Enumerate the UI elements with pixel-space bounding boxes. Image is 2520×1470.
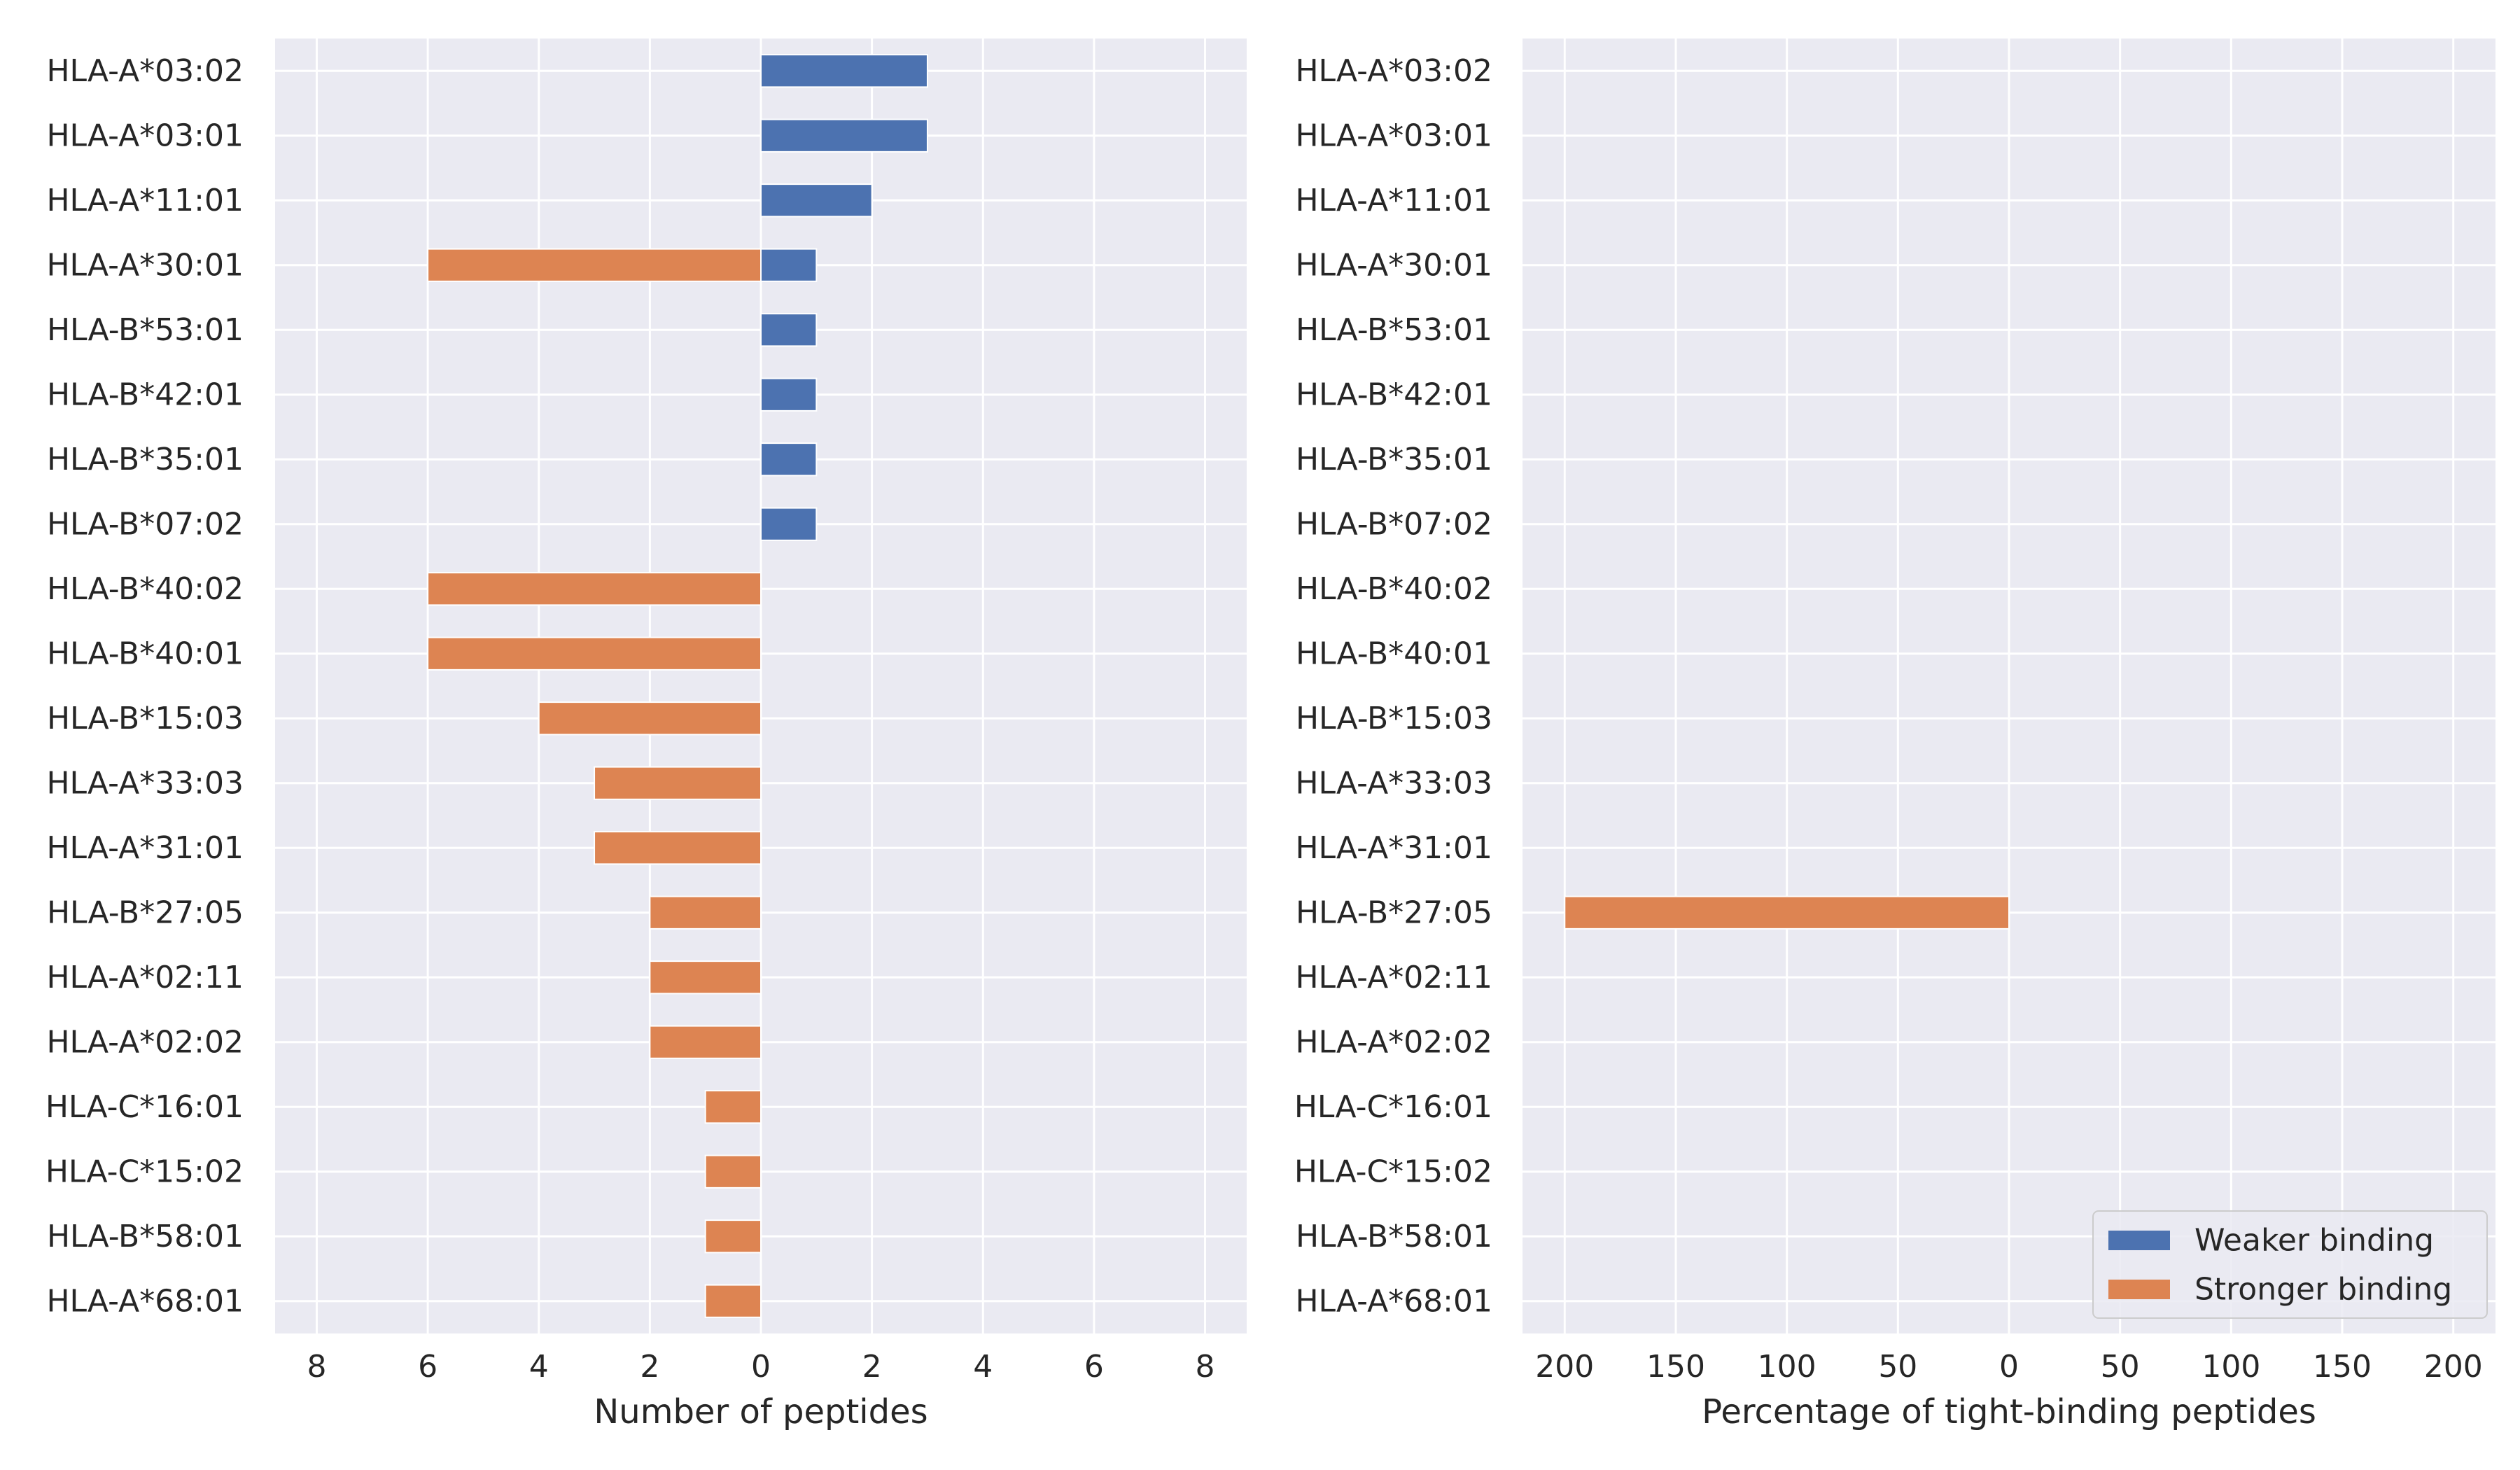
y-tick-label: HLA-A*02:11 (1295, 960, 1492, 995)
y-tick-label: HLA-B*58:01 (1296, 1219, 1492, 1254)
y-tick-label: HLA-B*15:03 (47, 701, 244, 736)
legend-entry-label: Stronger binding (2194, 1272, 2452, 1308)
y-tick-label: HLA-A*03:01 (46, 118, 244, 153)
weaker-binding-bar (760, 248, 818, 282)
y-tick-label: HLA-B*58:01 (47, 1219, 244, 1254)
y-tick-label: HLA-A*11:01 (46, 183, 244, 218)
y-tick-label: HLA-C*16:01 (46, 1089, 244, 1125)
y-tick-label: HLA-B*53:01 (1296, 312, 1492, 348)
y-tick-label: HLA-A*30:01 (1295, 247, 1492, 283)
y-tick-label: HLA-C*16:01 (1294, 1089, 1492, 1125)
legend-box (2092, 1210, 2488, 1319)
x-tick-label: 8 (1196, 1349, 1215, 1385)
stronger-binding-bar (427, 248, 762, 282)
y-tick-label: HLA-A*11:01 (1295, 183, 1492, 218)
x-tick-label: 0 (751, 1349, 771, 1385)
x-tick-label: 6 (1084, 1349, 1104, 1385)
y-tick-label: HLA-A*02:02 (1295, 1024, 1492, 1060)
x-tick-label: 100 (1758, 1349, 1816, 1385)
x-tick-label: 50 (1878, 1349, 1917, 1385)
stronger-binding-bar (649, 960, 762, 995)
x-axis-label: Percentage of tight-binding peptides (1702, 1392, 2316, 1432)
y-tick-label: HLA-A*03:01 (1295, 118, 1492, 153)
weaker-binding-bar (760, 377, 818, 412)
y-tick-label: HLA-B*07:02 (47, 506, 244, 542)
x-tick-label: 6 (418, 1349, 438, 1385)
y-tick-label: HLA-A*31:01 (1295, 830, 1492, 866)
y-tick-label: HLA-B*35:01 (47, 442, 244, 477)
stronger-binding-bar (594, 766, 762, 800)
y-tick-label: HLA-B*40:02 (1296, 571, 1492, 607)
y-tick-label: HLA-A*68:01 (1295, 1283, 1492, 1319)
y-tick-label: HLA-A*03:02 (1295, 53, 1492, 89)
y-tick-label: HLA-B*07:02 (1296, 506, 1492, 542)
y-tick-label: HLA-B*40:02 (47, 571, 244, 607)
x-tick-label: 150 (2313, 1349, 2372, 1385)
y-tick-label: HLA-B*53:01 (47, 312, 244, 348)
stronger-binding-bar (594, 831, 762, 865)
right-chart-panel: HLA-A*03:02 HLA-A*03:01 HLA-A*11:01 HLA-A*3… (1294, 38, 2496, 1432)
x-tick-label: 0 (1999, 1349, 2019, 1385)
weaker-binding-bar (760, 118, 928, 153)
legend-entry-label: Weaker binding (2194, 1223, 2434, 1259)
x-tick-label: 100 (2202, 1349, 2260, 1385)
y-tick-label: HLA-A*31:01 (46, 830, 244, 866)
stronger-binding-bar (649, 895, 762, 930)
stronger-binding-bar (538, 701, 762, 736)
y-tick-label: HLA-B*42:01 (1296, 377, 1492, 412)
y-tick-label: HLA-C*15:02 (46, 1154, 244, 1189)
y-tick-label: HLA-A*03:02 (46, 53, 244, 89)
y-tick-label: HLA-B*35:01 (1296, 442, 1492, 477)
x-tick-label: 2 (640, 1349, 659, 1385)
x-tick-label: 150 (1646, 1349, 1705, 1385)
x-tick-label: 200 (1535, 1349, 1594, 1385)
y-tick-label: HLA-A*33:03 (1295, 765, 1492, 801)
y-tick-label: HLA-A*02:02 (46, 1024, 244, 1060)
y-tick-label: HLA-B*40:01 (1296, 636, 1492, 671)
y-tick-label: HLA-B*27:05 (1296, 895, 1492, 930)
y-tick-label: HLA-A*02:11 (46, 960, 244, 995)
y-tick-label: HLA-C*15:02 (1294, 1154, 1492, 1189)
x-tick-label: 4 (529, 1349, 549, 1385)
stronger-binding-bar (704, 1154, 762, 1189)
x-tick-label: 50 (2101, 1349, 2140, 1385)
x-axis-label: Number of peptides (594, 1392, 927, 1432)
weaker-binding-bar (760, 313, 818, 347)
x-tick-label: 8 (307, 1349, 326, 1385)
legend: Weaker binding Stronger binding (2092, 1210, 2488, 1319)
weaker-binding-bar (760, 442, 818, 477)
left-chart-panel: HLA-A*03:02 HLA-A*03:01 HLA-A*11:01 HLA-A*3… (46, 38, 1247, 1432)
stronger-binding-bar (649, 1025, 762, 1059)
legend-swatch (2108, 1280, 2170, 1299)
y-tick-label: HLA-A*30:01 (46, 247, 244, 283)
y-tick-label: HLA-B*40:01 (47, 636, 244, 671)
x-tick-label: 4 (973, 1349, 993, 1385)
y-tick-label: HLA-B*15:03 (1296, 701, 1492, 736)
stronger-binding-bar (1564, 895, 2010, 930)
stronger-binding-bar (704, 1284, 762, 1318)
stronger-binding-bar (704, 1219, 762, 1254)
x-tick-label: 2 (862, 1349, 882, 1385)
stronger-binding-bar (427, 636, 762, 671)
y-tick-label: HLA-A*68:01 (46, 1283, 244, 1319)
weaker-binding-bar (760, 54, 928, 88)
weaker-binding-bar (760, 183, 873, 218)
stronger-binding-bar (427, 572, 762, 606)
x-tick-label: 200 (2424, 1349, 2483, 1385)
legend-swatch (2108, 1231, 2170, 1250)
weaker-binding-bar (760, 507, 818, 541)
y-tick-label: HLA-B*42:01 (47, 377, 244, 412)
stronger-binding-bar (704, 1090, 762, 1124)
y-tick-label: HLA-A*33:03 (46, 765, 244, 801)
y-tick-label: HLA-B*27:05 (47, 895, 244, 930)
